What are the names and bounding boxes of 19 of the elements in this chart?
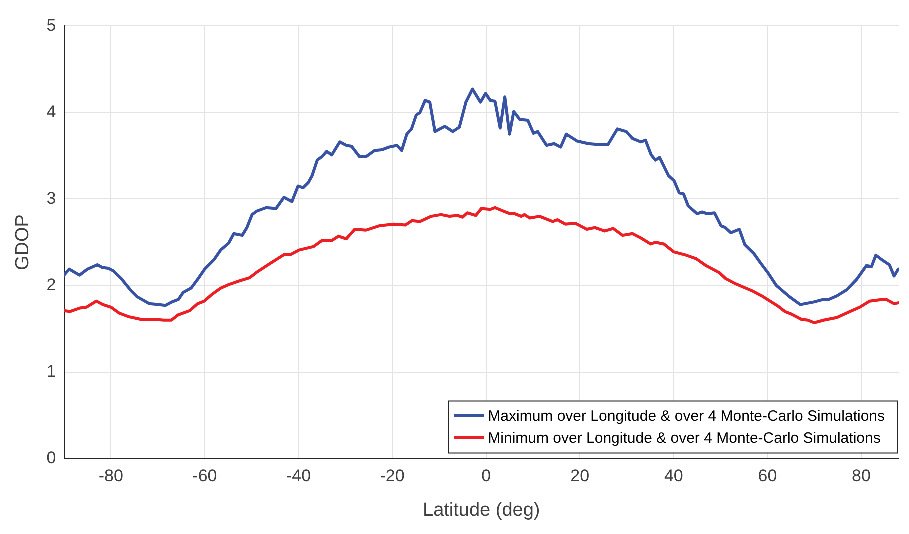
x-tick-label: -20: [380, 466, 405, 486]
legend-label: Minimum over Longitude & over 4 Monte-Carlo Simulations: [488, 430, 881, 447]
x-tick-label: 80: [852, 466, 871, 486]
y-tick-label: 5: [46, 16, 56, 35]
x-tick-label: -40: [286, 466, 312, 486]
x-tick-label: 40: [664, 466, 684, 486]
y-tick-label: 0: [46, 448, 56, 468]
x-tick-label: -60: [192, 466, 218, 486]
legend-label: Maximum over Longitude & over 4 Monte-Carlo Simulations: [488, 408, 886, 425]
y-tick-label: 2: [46, 275, 56, 294]
x-axis-title: Latitude (deg): [423, 500, 540, 521]
x-tick-label: 0: [482, 466, 492, 486]
y-tick-label: 3: [46, 188, 56, 208]
x-tick-label: -80: [98, 466, 124, 486]
y-tick-label: 4: [46, 102, 56, 122]
x-tick-label: 60: [758, 466, 778, 486]
y-axis-title: GDOP: [12, 214, 34, 270]
x-tick-label: 20: [570, 466, 590, 486]
y-tick-label: 1: [46, 362, 56, 381]
